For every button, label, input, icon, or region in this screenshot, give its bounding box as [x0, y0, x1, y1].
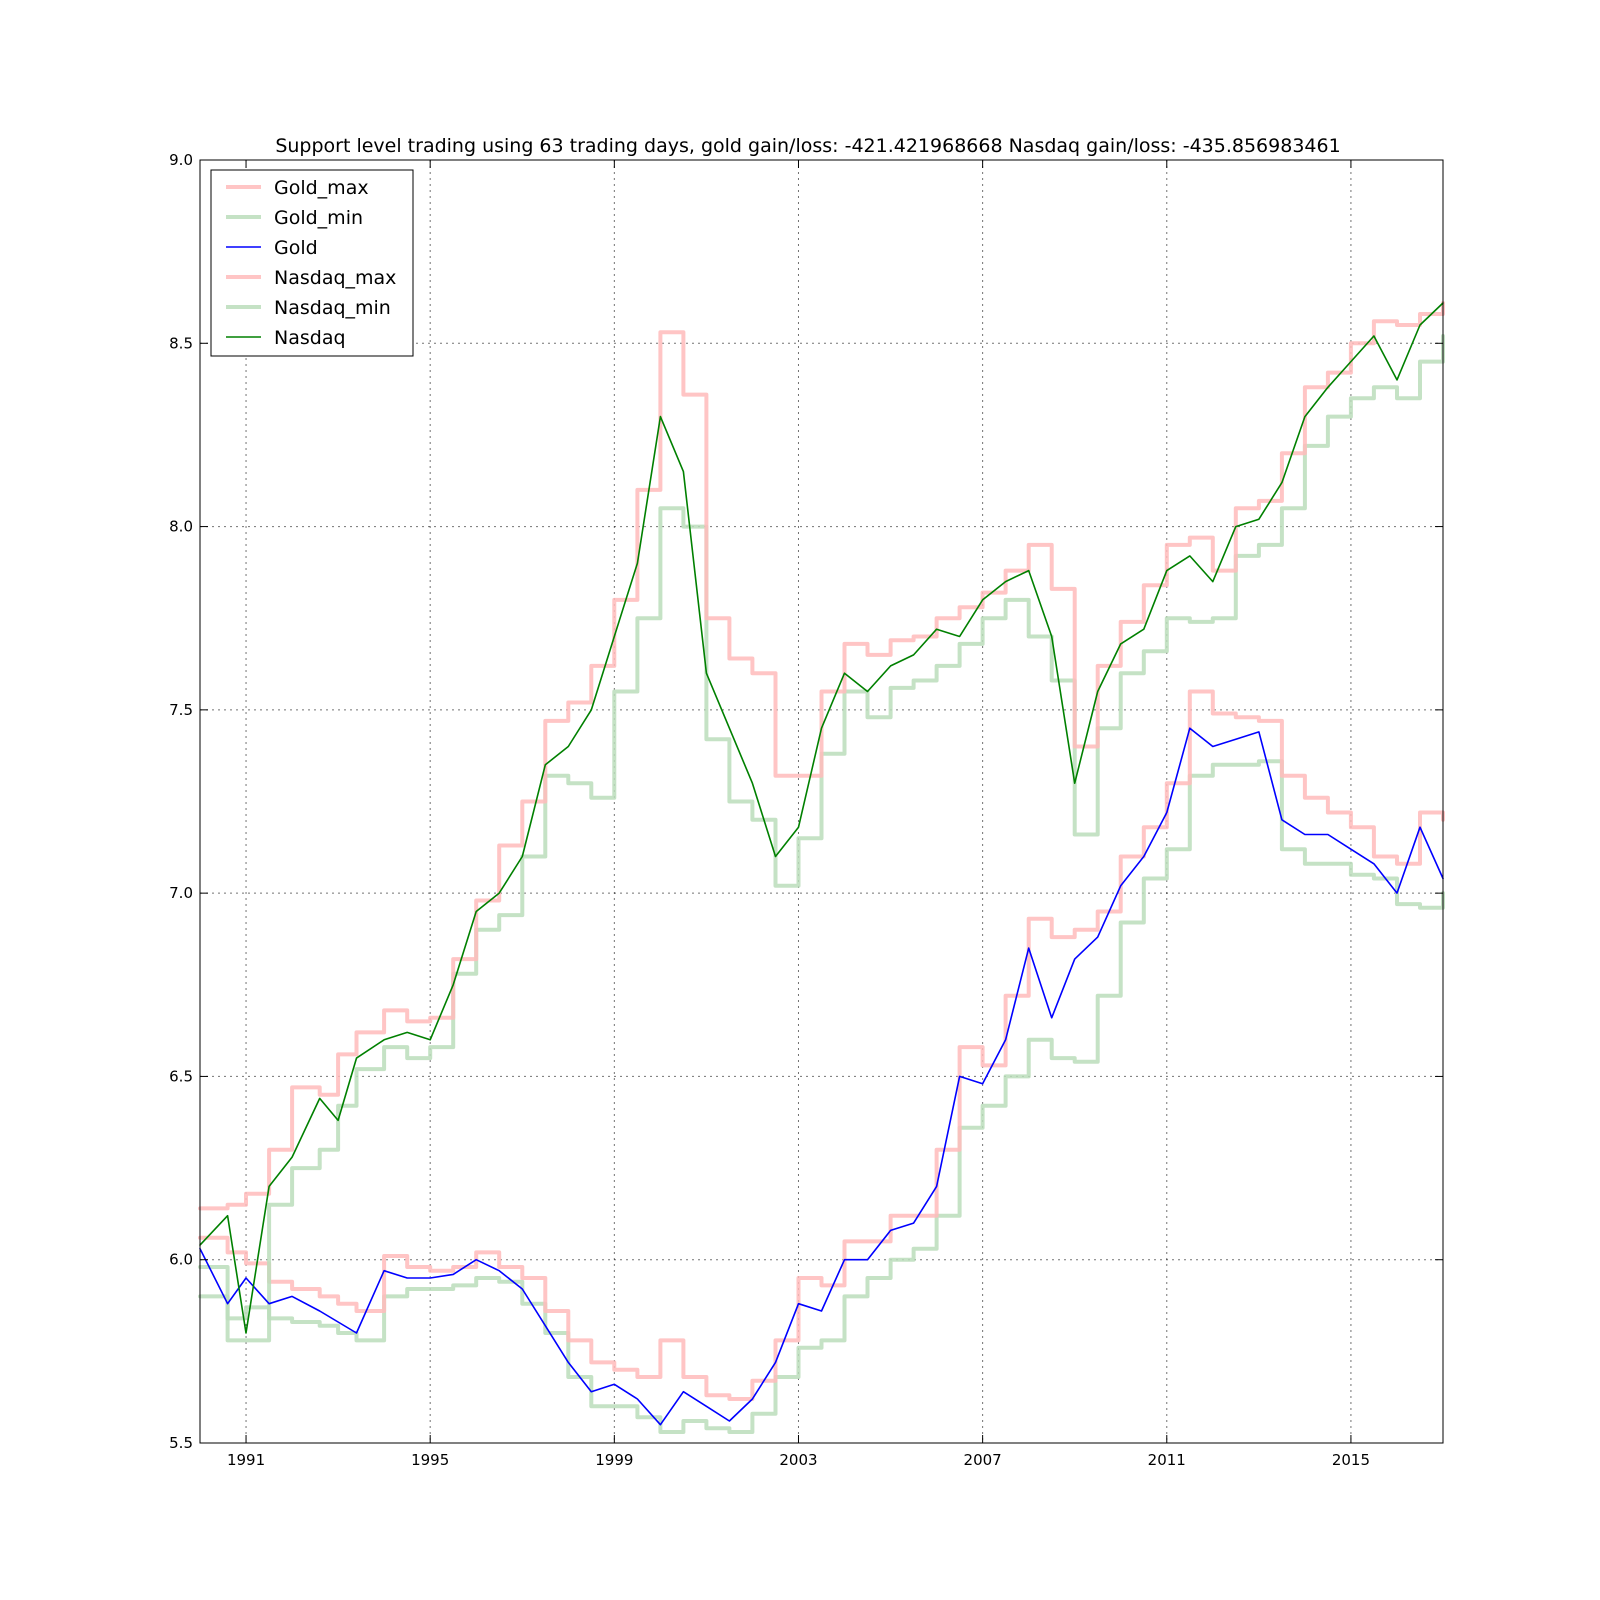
x-tick-label: 2003: [779, 1451, 817, 1469]
plot-series: [198, 301, 1445, 1434]
series-line-nasdaq-min: [198, 334, 1445, 1343]
x-tick-label: 1991: [227, 1451, 265, 1469]
x-tick-label: 1995: [411, 1451, 449, 1469]
series-line-gold-min: [198, 759, 1445, 1434]
legend-label: Nasdaq_max: [274, 267, 396, 289]
y-tick-label: 8.0: [169, 518, 193, 536]
series-line-nasdaq-max: [198, 301, 1445, 1211]
legend: Gold_max Gold_min Gold Nasdaq_max Nasdaq_min…: [210, 169, 414, 357]
y-tick-label: 7.5: [169, 701, 193, 719]
legend-label: Gold: [274, 237, 318, 259]
legend-label: Gold_min: [274, 207, 363, 229]
series-line-nasdaq: [199, 302, 1444, 1334]
y-tick-label: 8.5: [169, 334, 193, 352]
y-tick-label: 9.0: [169, 151, 193, 169]
axis-ticks: 1991 1995 1999 2003 2007 2011 2015 5.5 6.0 6.5 7.0…: [169, 151, 1443, 1469]
legend-label: Nasdaq_min: [274, 297, 391, 319]
x-tick-label: 1999: [595, 1451, 633, 1469]
legend-label: Nasdaq: [274, 327, 346, 349]
x-tick-label: 2007: [964, 1451, 1002, 1469]
y-tick-label: 7.0: [169, 884, 193, 902]
x-tick-label: 2015: [1332, 1451, 1370, 1469]
series-line-gold: [199, 727, 1444, 1426]
y-tick-label: 5.5: [169, 1434, 193, 1452]
grid-lines: [200, 160, 1443, 1443]
y-tick-label: 6.5: [169, 1067, 193, 1085]
x-tick-label: 2011: [1148, 1451, 1186, 1469]
y-tick-label: 6.0: [169, 1251, 193, 1269]
legend-label: Gold_max: [274, 177, 369, 199]
chart-title: Support level trading using 63 trading d…: [275, 135, 1340, 157]
plot-frame: [199, 159, 1444, 1444]
series-line-gold-max: [198, 689, 1445, 1401]
legend-box: [210, 169, 414, 357]
